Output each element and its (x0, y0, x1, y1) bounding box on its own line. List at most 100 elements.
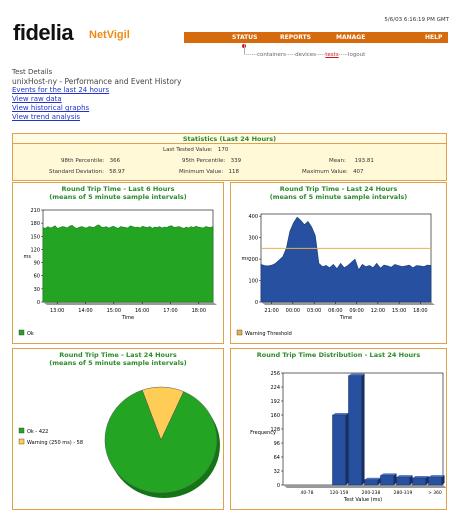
x-tick-label: 18:00 (192, 308, 206, 314)
bar-top (348, 373, 365, 376)
nav-help[interactable]: HELP (425, 34, 443, 41)
y-tick-label: 210 (30, 208, 40, 214)
nav-manage[interactable]: MANAGE (336, 34, 366, 41)
stat-p95: 95th Percentile: 339 (182, 158, 241, 164)
link-raw-data[interactable]: View raw data (12, 95, 62, 103)
y-tick-label: 60 (34, 274, 40, 280)
x-tick-label: 40-78 (300, 490, 313, 496)
subnav-tests[interactable]: tests (325, 52, 339, 58)
y-tick-label: 128 (270, 427, 280, 433)
x-axis-label: Test Value (ms) (343, 497, 382, 503)
bar-top (428, 475, 445, 478)
rtt-6h-chart: 0 30 60 90 120 150 180 210 13:00 14:00 15:00 16:00 1… (18, 208, 217, 337)
page-header: Test Details unixHost-ny - Performance a… (12, 68, 181, 122)
bar (396, 476, 410, 486)
x-tick-label: 15:00 (392, 308, 406, 314)
subnav: ·-·-·-·containers·-·-·devices·-·-·tests·… (244, 52, 366, 58)
bar-top (412, 476, 429, 478)
stat-value: 339 (230, 158, 242, 164)
y-tick-label: 160 (270, 413, 280, 419)
y-tick-label: 32 (274, 469, 280, 475)
link-historical-graphs[interactable]: View historical graphs (12, 104, 90, 112)
y-tick-label: 120 (30, 247, 40, 253)
chart-title: Round Trip Time Distribution - Last 24 H… (256, 351, 421, 359)
chart-title: Round Trip Time - Last 24 Hours (279, 185, 398, 193)
x-axis-label: Time (339, 315, 352, 321)
y-tick-label: 96 (274, 441, 280, 447)
stat-value: 366 (109, 158, 121, 164)
stat-value: 193.81 (354, 158, 374, 164)
datetime: 5/6/03 6:16:19 PM GMT (384, 17, 449, 23)
y-tick-label: 0 (37, 300, 40, 306)
bar-side (345, 413, 349, 485)
x-tick-label: 15:00 (107, 308, 121, 314)
nav-status[interactable]: STATUS (232, 34, 258, 41)
legend-swatch (18, 438, 25, 445)
series-area (260, 216, 432, 303)
main-navbar: STATUS REPORTS MANAGE HELP (184, 32, 448, 43)
y-tick-label: 0 (277, 483, 280, 489)
chart-subtitle: (means of 5 minute sample intervals) (269, 193, 408, 201)
y-tick-label: 200 (248, 257, 258, 263)
y-tick-label: 224 (270, 385, 280, 391)
y-tick-label: 64 (274, 455, 280, 461)
link-events-24h[interactable]: Events for the last 24 hours (12, 86, 110, 94)
bar (348, 375, 362, 486)
bar (428, 476, 442, 486)
y-tick-label: 256 (270, 371, 280, 377)
y-tick-label: 30 (34, 287, 40, 293)
stat-value: 407 (353, 169, 364, 175)
nav-reports[interactable]: REPORTS (280, 34, 311, 41)
subnav-connector (244, 44, 245, 54)
bar-side (425, 476, 429, 485)
bar-side (393, 473, 397, 485)
bar (332, 414, 346, 486)
stat-p98: 98th Percentile: 366 (61, 158, 120, 164)
chart-panel-24h: Round Trip Time - Last 24 Hours (means o… (230, 182, 447, 344)
x-tick-label: 12:00 (371, 308, 385, 314)
chart-subtitle: (means of 5 minute sample intervals) (49, 193, 187, 201)
y-tick-label: 90 (34, 261, 40, 267)
link-trend-analysis[interactable]: View trend analysis (12, 113, 81, 121)
plot-floor (283, 485, 446, 488)
subnav-logout[interactable]: logout (347, 52, 366, 58)
x-tick-label: 120-159 (330, 490, 349, 496)
pie-panel: Round Trip Time - Last 24 Hours (means o… (12, 348, 224, 510)
y-tick-label: 400 (248, 214, 258, 220)
subnav-containers[interactable]: containers (256, 52, 286, 58)
legend-swatch (18, 329, 25, 336)
fidelia-logo[interactable]: fidelia (13, 20, 74, 46)
bar (380, 475, 394, 486)
legend-label: Warning Threshold (245, 331, 292, 337)
stat-value: 118 (228, 169, 239, 175)
stat-value: 170 (217, 147, 229, 153)
rtt-pie-chart: Ok - 422 Warning (250 ms) - 58 (18, 386, 220, 498)
stat-label: Mean: (329, 158, 346, 164)
x-axis-label: Time (121, 315, 134, 321)
y-tick-label: 300 (248, 236, 258, 242)
y-tick-label: 0 (255, 300, 258, 306)
x-tick-label: 16:00 (135, 308, 149, 314)
chart-subtitle: (means of 5 minute sample intervals) (49, 359, 187, 367)
legend-swatch (18, 427, 25, 434)
y-axis-label: ms (24, 254, 32, 260)
stat-label: Maximum Value: (302, 169, 348, 175)
stat-label: Minimum Value: (179, 169, 224, 175)
statistics-panel: Statistics (Last 24 Hours) Last Tested V… (12, 133, 447, 181)
x-tick-label: 280-319 (394, 490, 413, 496)
plot-floor (261, 302, 435, 305)
stat-max: Maximum Value: 407 (302, 169, 364, 175)
x-tick-label: 200-238 (362, 490, 381, 496)
stat-last-tested: Last Tested Value: 170 (163, 147, 228, 153)
stat-value: 58.97 (109, 169, 125, 175)
statistics-title: Statistics (Last 24 Hours) (13, 134, 446, 144)
chart-title: Round Trip Time - Last 24 Hours (59, 351, 177, 359)
subnav-devices[interactable]: devices (295, 52, 317, 58)
legend-label: Ok - 422 (27, 429, 48, 435)
bar-top (396, 475, 413, 478)
x-tick-label: 18:00 (413, 308, 427, 314)
bar (412, 477, 426, 486)
logo-text: fidelia (13, 20, 74, 45)
y-tick-label: 100 (248, 279, 258, 285)
bar-side (409, 475, 413, 485)
